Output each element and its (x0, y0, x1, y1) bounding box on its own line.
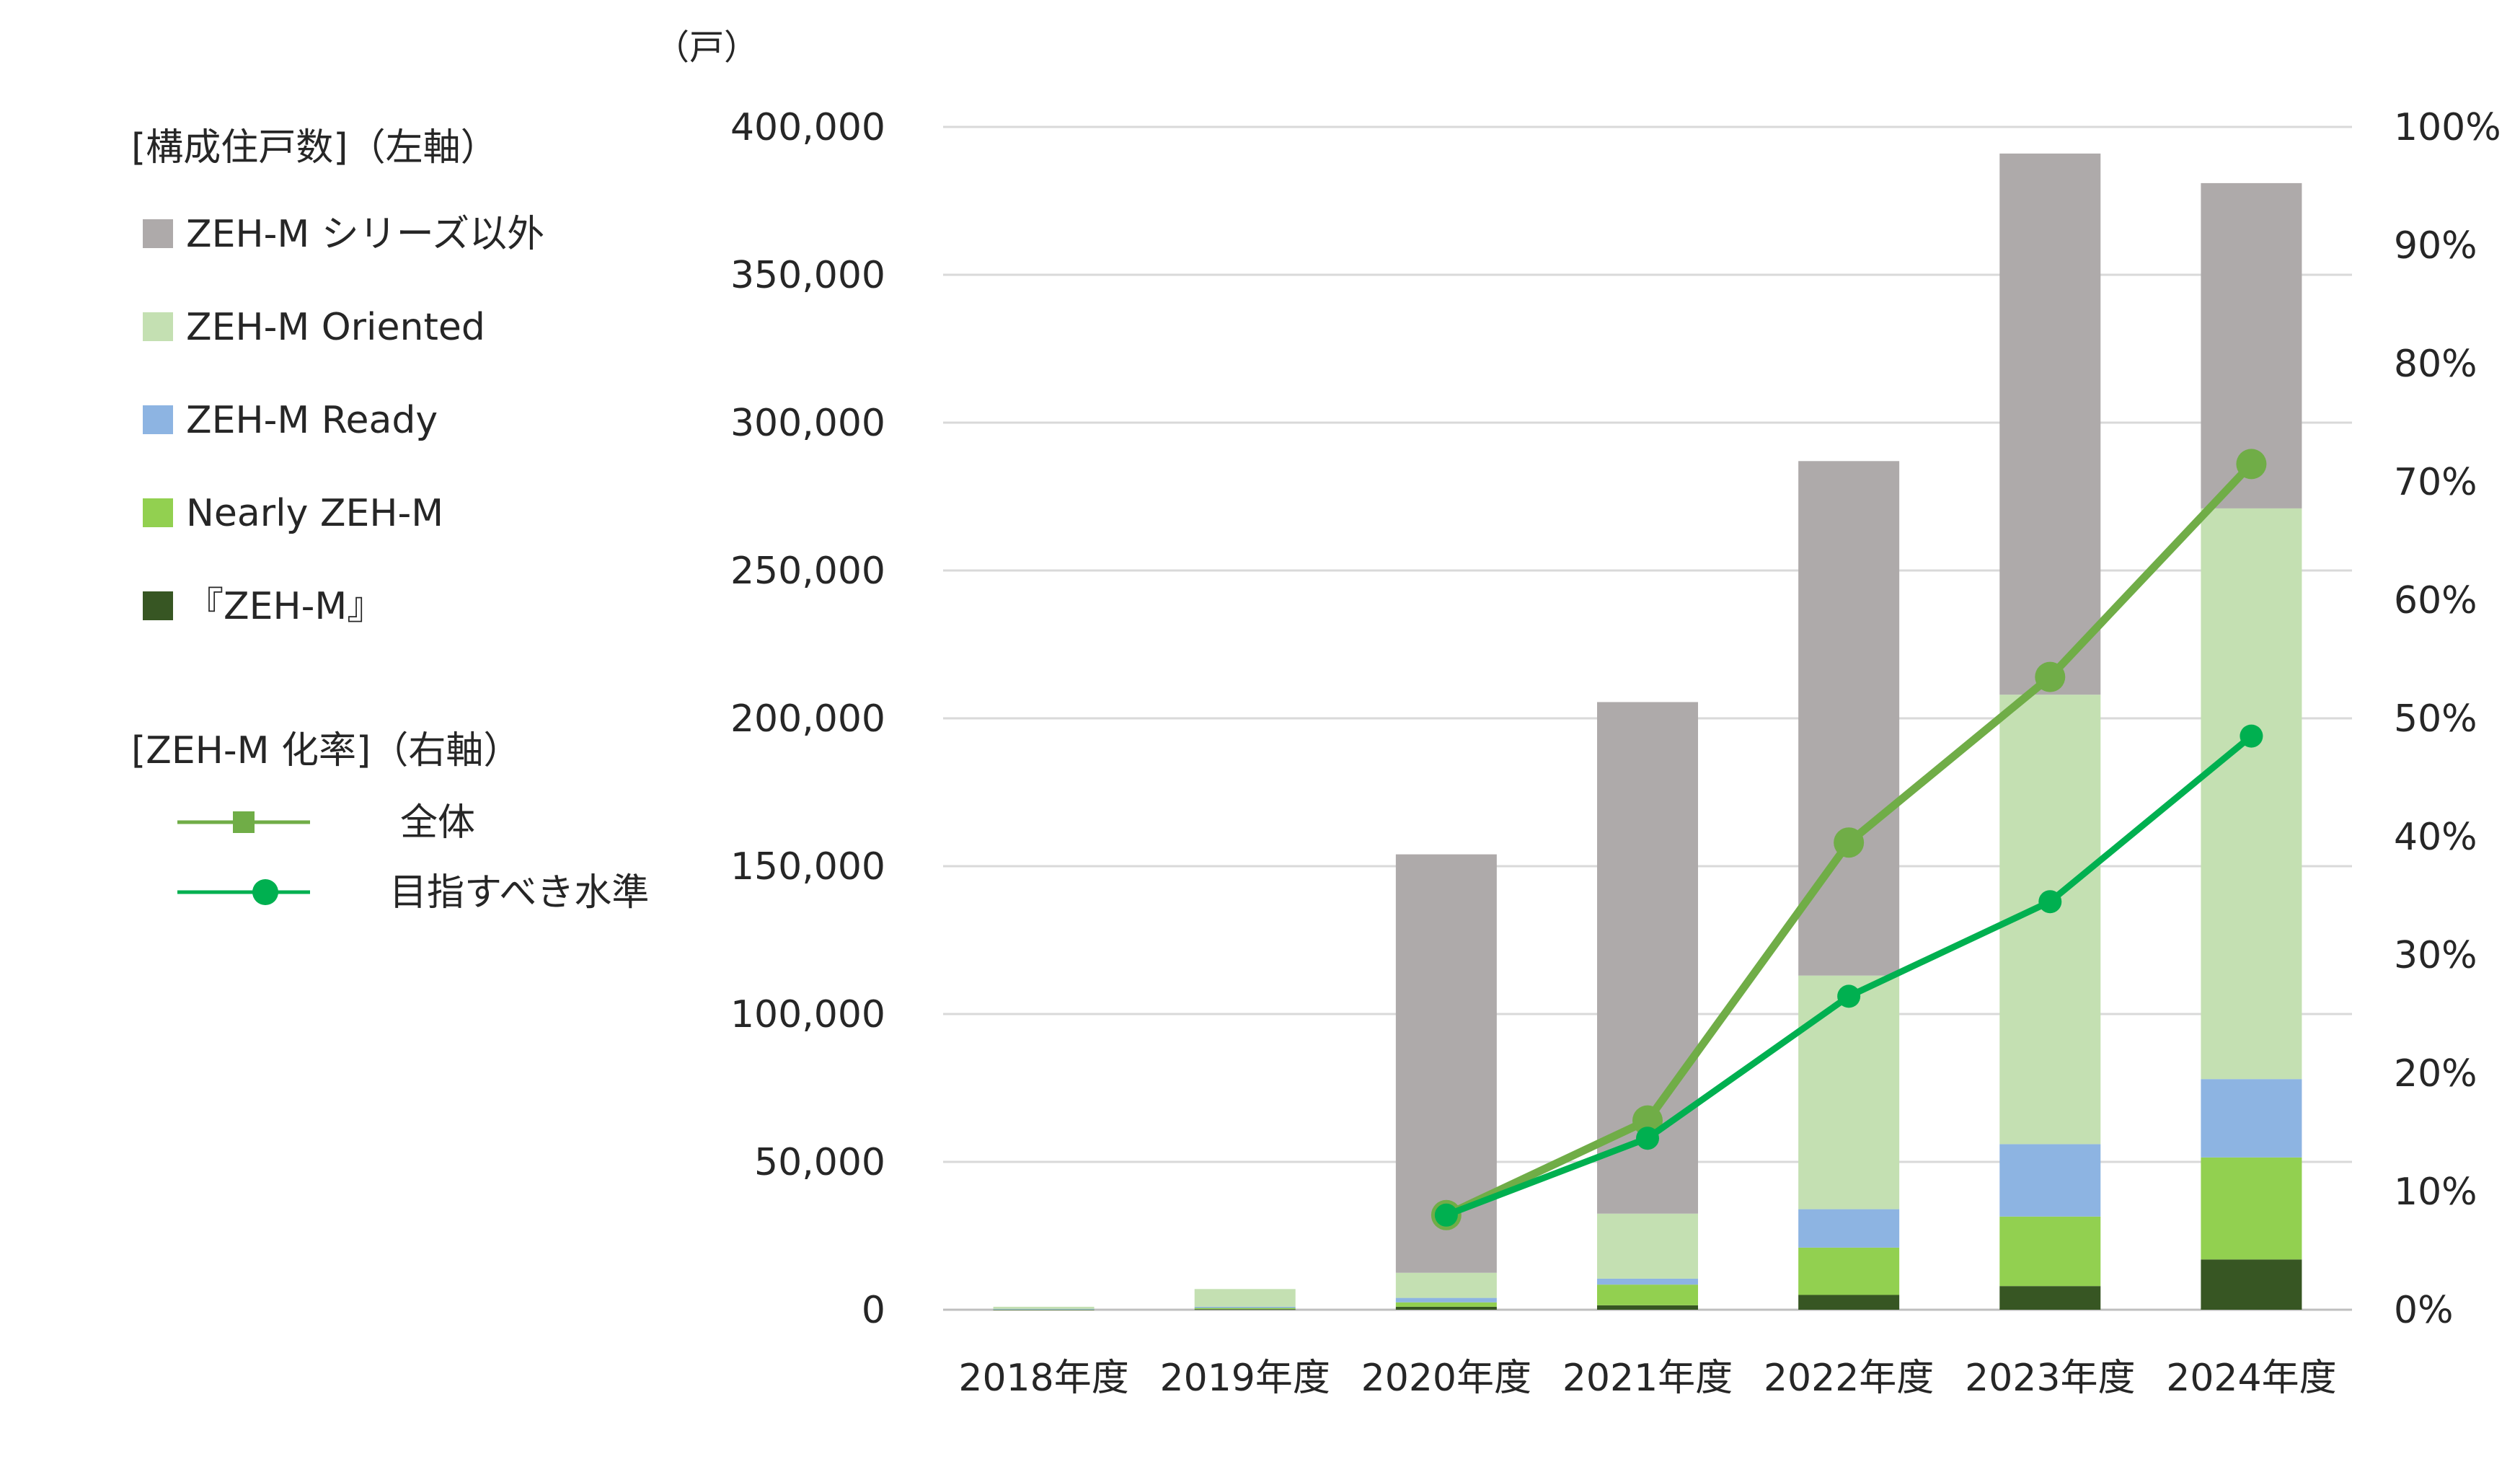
legend-label: Nearly ZEH-M (186, 492, 443, 535)
bar-segment (1194, 1306, 1296, 1308)
left-axis-unit-label: （戸） (655, 27, 759, 68)
right-tick-label: 40% (2394, 816, 2477, 859)
left-tick-label: 50,000 (754, 1141, 885, 1184)
bar-segment (1798, 1209, 1900, 1248)
line-point (1837, 984, 1861, 1008)
x-tick-label: 2022年度 (1764, 1357, 1934, 1400)
x-tick-label: 2023年度 (1965, 1357, 2135, 1400)
right-tick-label: 60% (2394, 579, 2477, 622)
legend-label: ZEH-M シリーズ以外 (186, 213, 544, 256)
bar-segment (1395, 1306, 1497, 1310)
bar-segment (1798, 1295, 1900, 1310)
line-point (2038, 890, 2062, 914)
left-tick-label: 0 (862, 1289, 885, 1332)
left-tick-label: 200,000 (730, 697, 885, 741)
right-tick-label: 30% (2394, 934, 2477, 977)
right-tick-label: 20% (2394, 1052, 2477, 1096)
bar-segment (1999, 153, 2101, 695)
legend-marker (233, 811, 255, 833)
bar-segment (1597, 1284, 1698, 1305)
stacked-bars (993, 153, 2302, 1310)
line-point (1636, 1127, 1659, 1150)
right-tick-label: 10% (2394, 1171, 2477, 1214)
left-tick-label: 100,000 (730, 993, 885, 1036)
bar-segment (1597, 1278, 1698, 1285)
right-tick-label: 100% (2394, 106, 2501, 149)
legend-label: 目指すべき水準 (389, 871, 649, 915)
bar-segment (1194, 1289, 1296, 1307)
right-tick-label: 90% (2394, 224, 2477, 268)
left-tick-label: 300,000 (730, 402, 885, 445)
bar-segment (2201, 1259, 2302, 1310)
bar-segment (1395, 1297, 1497, 1303)
left-tick-label: 400,000 (730, 106, 885, 149)
legend-bars-heading: [構成住戸数]（左軸） (131, 126, 498, 169)
left-tick-label: 150,000 (730, 845, 885, 889)
legend-label: ZEH-M Ready (186, 399, 438, 442)
bar-segment (1999, 1216, 2101, 1287)
legend-marker (252, 879, 278, 905)
x-tick-label: 2021年度 (1562, 1357, 1733, 1400)
legend-label: ZEH-M Oriented (186, 306, 485, 349)
bar-segment (1597, 1305, 1698, 1310)
rate-lines (1431, 449, 2267, 1230)
line-point (1834, 827, 1865, 858)
bar-segment (993, 1308, 1095, 1310)
bar-segment (1597, 1213, 1698, 1279)
line-point (2236, 449, 2267, 480)
x-tick-label: 2018年度 (958, 1357, 1128, 1400)
bar-segment (2201, 508, 2302, 1080)
right-tick-label: 50% (2394, 697, 2477, 741)
bar-segment (1194, 1308, 1296, 1310)
bar-segment (2201, 1079, 2302, 1158)
line-point (1632, 1105, 1663, 1136)
x-tick-label: 2019年度 (1160, 1357, 1330, 1400)
legend-bar-items: ZEH-M シリーズ以外 ZEH-M Oriented ZEH-M Ready Nea… (143, 213, 544, 628)
line-point (2035, 661, 2066, 692)
bar-segment (1999, 1286, 2101, 1310)
bar-segment (1194, 1309, 1296, 1310)
x-axis-ticks: 2018年度 2019年度 2020年度 2021年度 2022年度 2023年度 2024… (958, 1357, 2336, 1400)
bar-segment (1798, 1247, 1900, 1295)
legend-label: 全体 (400, 801, 475, 845)
left-axis-ticks: 0 50,000 100,000 150,000 200,000 250,000 300,0… (730, 106, 885, 1332)
bar-segment (1798, 461, 1900, 976)
right-tick-label: 70% (2394, 461, 2477, 504)
legend-swatch (143, 405, 173, 434)
bar-segment (993, 1306, 1095, 1309)
bar-segment (1798, 975, 1900, 1209)
legend-swatch (143, 219, 173, 248)
bar-segment (2201, 1157, 2302, 1260)
legend-swatch (143, 591, 173, 620)
left-tick-label: 250,000 (730, 550, 885, 593)
bar-segment (1999, 1144, 2101, 1217)
right-axis-ticks: 0% 10% 20% 30% 40% 50% 60% 70% 80% 90% 100% (2394, 106, 2501, 1332)
line-point (1434, 1203, 1458, 1227)
right-tick-label: 0% (2394, 1289, 2454, 1332)
legend-swatch (143, 498, 173, 527)
right-tick-label: 80% (2394, 343, 2477, 386)
legend-label: 『ZEH-M』 (186, 585, 384, 628)
legend-lines-heading: [ZEH-M 化率]（右軸） (131, 729, 521, 772)
legend-swatch (143, 312, 173, 341)
x-tick-label: 2024年度 (2166, 1357, 2336, 1400)
left-tick-label: 350,000 (730, 254, 885, 297)
bar-segment (1395, 1302, 1497, 1307)
bar-segment (1395, 1272, 1497, 1298)
line-point (2240, 724, 2263, 748)
x-tick-label: 2020年度 (1361, 1357, 1531, 1400)
